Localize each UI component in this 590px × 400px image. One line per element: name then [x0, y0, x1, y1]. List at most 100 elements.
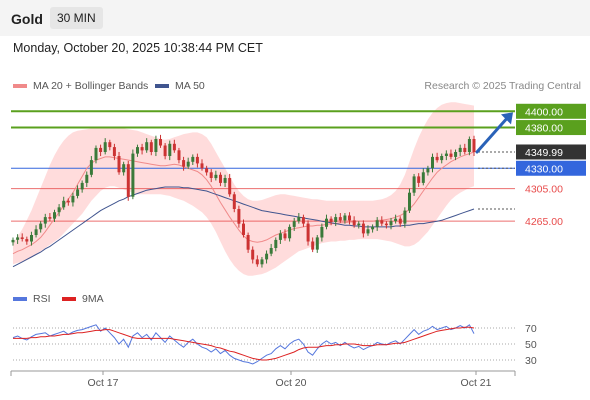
legend-ma-bb-swatch [13, 84, 27, 88]
candle-body [122, 164, 126, 173]
legend-rsi-ma-label: 9MA [82, 293, 104, 305]
candle-body [108, 142, 112, 148]
level-label-box [516, 160, 586, 176]
candle-body [117, 156, 121, 173]
bollinger-band [13, 102, 474, 276]
candle-body [398, 218, 402, 224]
candle-body [62, 200, 66, 208]
candle-body [57, 207, 61, 213]
candle-body [449, 153, 453, 157]
candle-body [237, 209, 241, 224]
trend-arrow-shaft [475, 117, 508, 154]
legend-rsi-swatch [13, 297, 27, 301]
candle-body [292, 221, 296, 227]
candle-body [297, 217, 301, 222]
trend-arrow-head [501, 112, 513, 125]
candle-body [343, 215, 347, 221]
candle-body [265, 253, 269, 260]
candle-body [403, 210, 407, 224]
candle-body [375, 220, 379, 227]
candle-body [34, 229, 38, 235]
candle-body [149, 142, 153, 152]
candle-body [136, 147, 139, 154]
legend-rsi-ma-swatch [62, 297, 76, 301]
candle-body [311, 241, 315, 250]
candle-body [288, 226, 292, 239]
level-label-box [516, 144, 586, 160]
candle-body [371, 226, 375, 230]
candle-body [431, 156, 434, 169]
candle-body [389, 221, 393, 226]
candle-body [408, 192, 411, 211]
candle-body [251, 249, 255, 260]
candle-body [25, 239, 29, 242]
candle-body [20, 237, 24, 239]
candle-body [242, 223, 245, 235]
candle-body [283, 233, 287, 239]
candle-body [43, 217, 47, 224]
candle-body [103, 142, 107, 152]
level-label-4349.99: 4349.99 [525, 147, 563, 159]
legend-ma50-swatch [155, 84, 169, 88]
candle-body [348, 215, 351, 221]
candle-body [168, 143, 172, 156]
candle-body [214, 174, 218, 179]
candle-body [274, 239, 278, 248]
candle-body [80, 182, 84, 190]
candle-body [417, 176, 421, 183]
rsi-tick-30: 30 [525, 355, 537, 367]
x-tick-oct-17: Oct 17 [88, 377, 119, 389]
level-label-box [516, 103, 586, 119]
candle-body [30, 235, 33, 242]
level-label-4305.00: 4305.00 [525, 184, 563, 196]
candle-body [458, 147, 462, 152]
candle-body [329, 218, 333, 222]
rsi-line [12, 324, 475, 365]
legend-ma50: MA 50 [155, 80, 205, 92]
candle-body [85, 174, 89, 183]
legend-ma-bb: MA 20 + Bollinger Bands [13, 80, 148, 92]
candle-body [361, 223, 365, 234]
rsi-tick-50: 50 [525, 339, 537, 351]
candle-body [191, 156, 195, 162]
datetime-stamp: Monday, October 20, 2025 10:38:44 PM CET [13, 41, 263, 55]
candle-body [172, 143, 176, 151]
candle-body [334, 217, 338, 222]
level-label-4380.00: 4380.00 [525, 123, 563, 135]
candle-body [412, 176, 416, 193]
candle-body [352, 220, 356, 226]
candle-body [440, 156, 444, 161]
x-tick-oct-20: Oct 20 [276, 377, 307, 389]
candle-body [366, 229, 370, 234]
candle-body [205, 168, 209, 173]
level-label-4265.00: 4265.00 [525, 216, 563, 228]
candle-body [154, 139, 158, 152]
candle-body [325, 218, 328, 227]
candle-body [454, 152, 458, 157]
level-label-4330.00: 4330.00 [525, 163, 563, 175]
candle-body [48, 217, 52, 219]
level-label-box [516, 120, 586, 136]
legend-ma-bb-label: MA 20 + Bollinger Bands [33, 80, 149, 92]
candle-body [163, 145, 167, 157]
candle-body [380, 220, 384, 224]
candle-body [159, 139, 162, 146]
candle-body [306, 223, 310, 242]
timeframe-button[interactable]: 30 MIN [50, 7, 103, 29]
candle-body [246, 235, 250, 250]
candle-body [131, 153, 135, 197]
candle-body [338, 217, 342, 221]
candle-body [195, 156, 199, 164]
candle-body [384, 223, 388, 226]
candle-body [140, 147, 144, 151]
candle-body [145, 142, 149, 151]
candle-body [39, 223, 43, 230]
candle-body [177, 150, 181, 161]
candle-body [219, 174, 222, 183]
candle-body [71, 195, 75, 203]
rsi-tick-70: 70 [525, 323, 537, 335]
candle-body [232, 194, 236, 209]
candle-body [269, 248, 273, 254]
candle-body [94, 147, 98, 161]
